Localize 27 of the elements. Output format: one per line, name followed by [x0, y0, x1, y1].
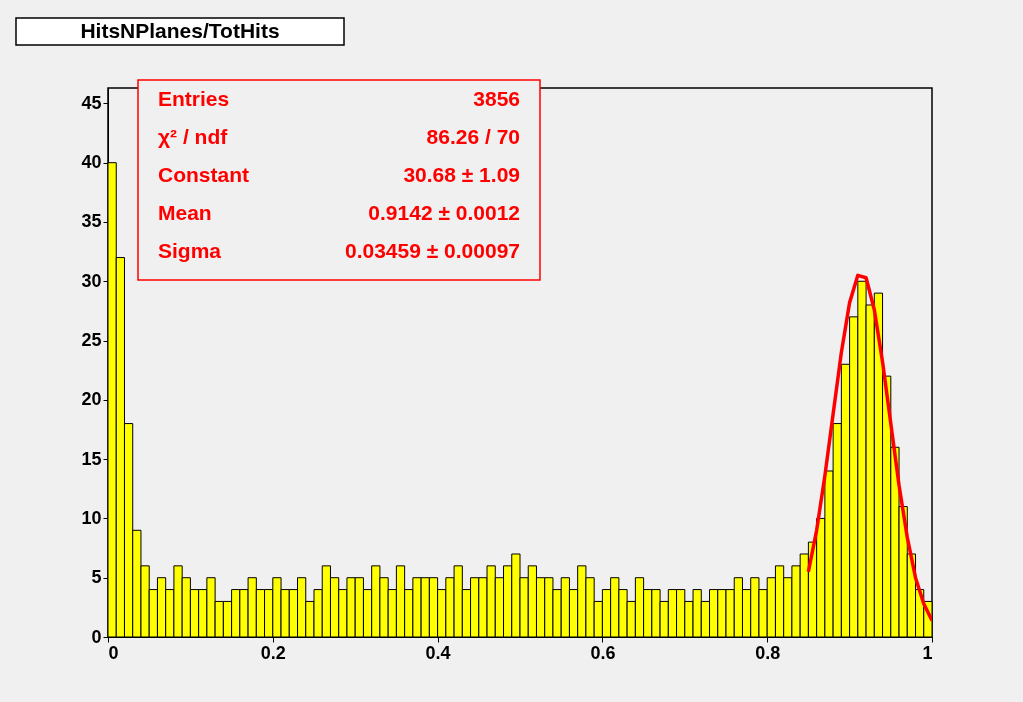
y-tick-label: 35	[81, 211, 102, 232]
annotation: 0.9142 ± 0.0012	[368, 201, 520, 224]
x-tick-label: 0.8	[755, 642, 781, 663]
y-tick-label: 45	[81, 92, 102, 113]
x-tick-label: 0.4	[425, 642, 451, 663]
annotation: 30.68 ± 1.09	[403, 163, 520, 186]
y-tick-label: 40	[81, 152, 102, 173]
y-tick-label: 30	[81, 270, 102, 291]
annotation: χ² / ndf	[158, 125, 229, 148]
x-tick-label: 0.2	[260, 642, 286, 663]
annotation: Entries	[158, 87, 230, 110]
annotation: Constant	[158, 163, 249, 186]
y-tick-label: 5	[91, 567, 102, 588]
y-tick-label: 0	[91, 626, 102, 647]
annotation: 0.03459 ± 0.00097	[344, 239, 520, 262]
annotation: 3856	[473, 87, 520, 110]
x-tick-label: 0.6	[590, 642, 616, 663]
y-tick-label: 10	[81, 507, 102, 528]
y-tick-label: 15	[81, 448, 102, 469]
y-tick-label: 20	[81, 389, 102, 410]
y-tick-label: 25	[81, 330, 102, 351]
annotation: 86.26 / 70	[426, 125, 520, 148]
annotation: Mean	[158, 201, 212, 224]
annotation: Sigma	[158, 239, 222, 262]
chart-title: HitsNPlanes/TotHits	[80, 19, 280, 42]
x-tick-label: 1	[922, 642, 933, 663]
x-tick-label: 0	[108, 642, 119, 663]
